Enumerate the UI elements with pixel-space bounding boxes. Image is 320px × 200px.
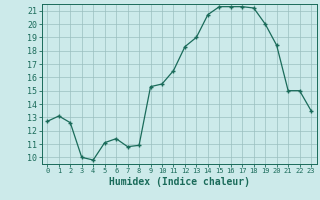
X-axis label: Humidex (Indice chaleur): Humidex (Indice chaleur) xyxy=(109,177,250,187)
